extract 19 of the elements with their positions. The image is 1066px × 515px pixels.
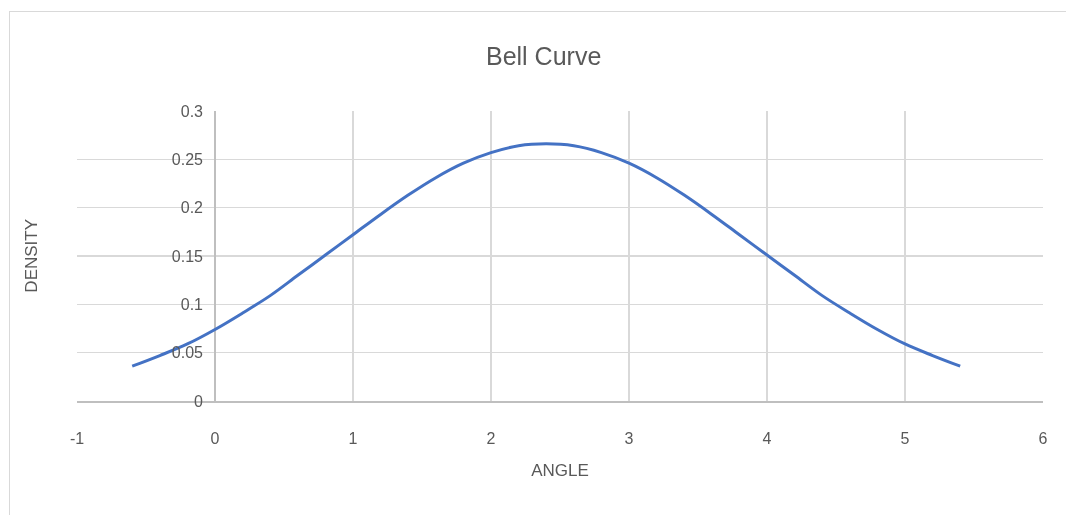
y-tick-label: 0.1 — [180, 295, 204, 313]
y-tick-label: 0.3 — [180, 102, 204, 120]
x-tick-label: 5 — [900, 429, 910, 447]
x-tick-label: 0 — [210, 429, 220, 447]
x-tick-label: 1 — [348, 429, 358, 447]
y-tick-label: 0.15 — [171, 247, 204, 265]
x-axis-title: ANGLE — [531, 460, 589, 480]
y-tick-label: 0 — [194, 392, 204, 410]
y-tick-label: 0.25 — [171, 150, 204, 168]
x-tick-label: 3 — [624, 429, 634, 447]
x-tick-label: -1 — [69, 429, 85, 447]
x-tick-label: 6 — [1038, 429, 1048, 447]
y-tick-label: 0.05 — [171, 344, 204, 362]
x-tick-label: 2 — [486, 429, 496, 447]
chart-title: Bell Curve — [486, 42, 602, 71]
line-series — [130, 142, 962, 368]
x-tick-label: 4 — [762, 429, 772, 447]
y-tick-label: 0.2 — [180, 199, 204, 217]
y-axis-title: DENSITY — [21, 218, 41, 293]
